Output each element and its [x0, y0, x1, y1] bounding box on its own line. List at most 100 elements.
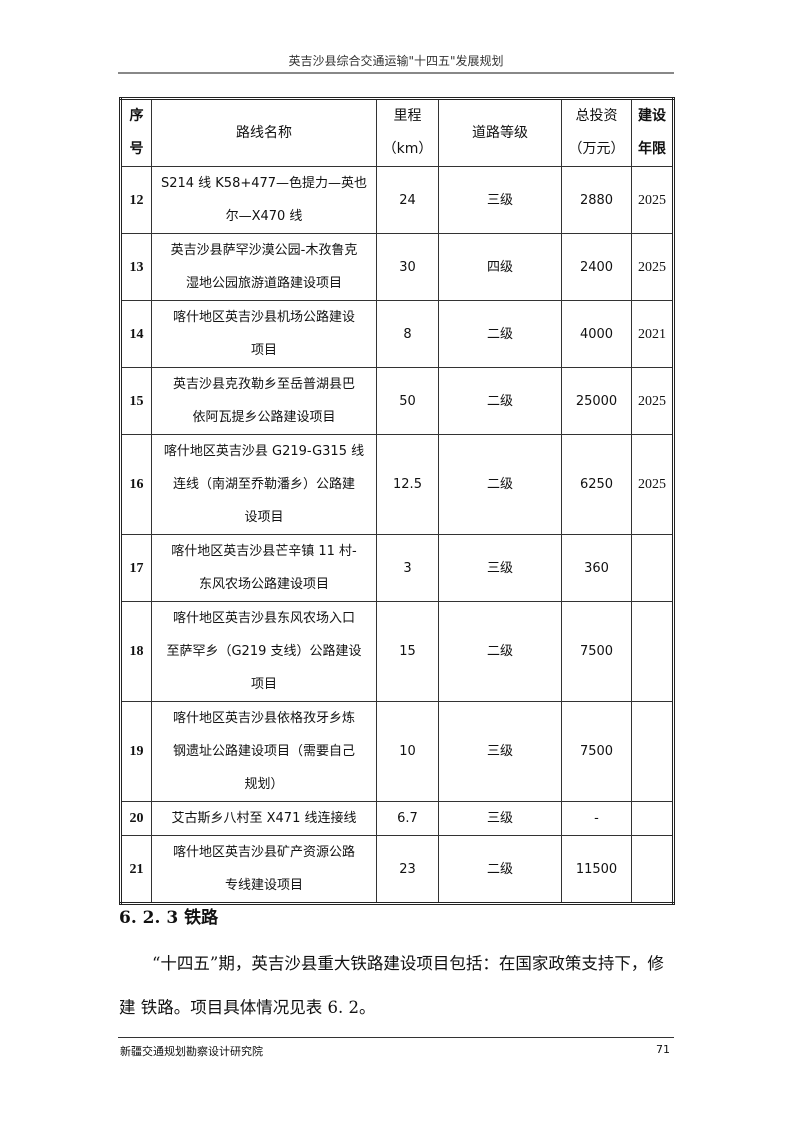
length-km: 24 [376, 166, 439, 234]
row-number: 18 [120, 601, 152, 702]
construction-year [631, 701, 674, 802]
route-name-line: 喀什地区英吉沙县东风农场入口 [172, 611, 355, 626]
road-grade: 二级 [438, 835, 562, 904]
header-divider [118, 72, 674, 74]
road-grade: 二级 [438, 367, 562, 435]
row-number: 20 [120, 801, 152, 836]
table-row: 18 喀什地区英吉沙县东风农场入口 至萨罕乡（G219 支线）公路建设 项目 15 二级 7… [120, 601, 674, 702]
route-name-line: 专线建设项目 [224, 878, 303, 893]
row-number: 21 [120, 835, 152, 904]
length-km: 50 [376, 367, 439, 435]
route-name-line: 英吉沙县克孜勒乡至岳普湖县巴 [172, 377, 355, 392]
route-name-line: 设项目 [244, 510, 284, 525]
footer-divider [118, 1037, 674, 1038]
header-text: 路线名称 [236, 124, 292, 141]
length-km: 30 [376, 233, 439, 301]
route-name: 喀什地区英吉沙县矿产资源公路 专线建设项目 [151, 835, 377, 904]
length-km: 12.5 [376, 434, 439, 535]
route-name-line: 依阿瓦提乡公路建设项目 [192, 410, 336, 425]
total-investment: 2400 [561, 233, 632, 301]
length-km: 6.7 [376, 801, 439, 836]
header-text: 建设 [638, 108, 666, 124]
road-grade: 二级 [438, 434, 562, 535]
length-km: 8 [376, 300, 439, 368]
route-name-line: 喀什地区英吉沙县依格孜牙乡炼 [172, 711, 355, 726]
construction-year [631, 835, 674, 904]
table-row: 19 喀什地区英吉沙县依格孜牙乡炼 钢遗址公路建设项目（需要自己 规划） 10 三级 750… [120, 701, 674, 802]
construction-year [631, 534, 674, 602]
total-investment: 11500 [561, 835, 632, 904]
section-paragraph: “十四五”期，英吉沙县重大铁路建设项目包括：在国家政策支持下，修建 铁路。项目具… [119, 954, 664, 1017]
row-number: 12 [120, 166, 152, 234]
table-row: 12 S214 线 K58+477—色提力—英也 尔—X470 线 24 三级 2880 2… [120, 166, 674, 234]
route-name: 喀什地区英吉沙县东风农场入口 至萨罕乡（G219 支线）公路建设 项目 [151, 601, 377, 702]
route-name-line: 艾古斯乡八村至 X471 线连接线 [171, 811, 357, 826]
route-name-line: 钢遗址公路建设项目（需要自己 [172, 744, 355, 759]
route-name-line: 连线（南湖至乔勒潘乡）公路建 [172, 477, 355, 492]
construction-year: 2025 [631, 367, 674, 435]
route-name: 英吉沙县萨罕沙漠公园-木孜鲁克 湿地公园旅游道路建设项目 [151, 233, 377, 301]
route-name-line: 喀什地区英吉沙县 G219-G315 线 [163, 444, 365, 459]
header-length: 里程 （km） [376, 98, 439, 167]
route-name-line: 项目 [250, 677, 277, 692]
road-grade: 二级 [438, 300, 562, 368]
total-investment: 360 [561, 534, 632, 602]
row-number: 17 [120, 534, 152, 602]
footer-organization: 新疆交通规划勘察设计研究院 [120, 1045, 263, 1058]
construction-year: 2025 [631, 166, 674, 234]
table-row: 15 英吉沙县克孜勒乡至岳普湖县巴 依阿瓦提乡公路建设项目 50 二级 25000 2025 [120, 367, 674, 435]
road-grade: 三级 [438, 166, 562, 234]
header-text: 年限 [638, 141, 666, 157]
length-km: 23 [376, 835, 439, 904]
total-investment: 7500 [561, 701, 632, 802]
road-grade: 三级 [438, 801, 562, 836]
header-text: （万元） [568, 141, 625, 157]
route-name-line: 喀什地区英吉沙县芒辛镇 11 村- [171, 544, 357, 559]
route-name: S214 线 K58+477—色提力—英也 尔—X470 线 [151, 166, 377, 234]
row-number: 13 [120, 233, 152, 301]
route-name-line: 湿地公园旅游道路建设项目 [185, 276, 342, 291]
page-header: 英吉沙县综合交通运输"十四五"发展规划 [288, 54, 504, 68]
route-name: 英吉沙县克孜勒乡至岳普湖县巴 依阿瓦提乡公路建设项目 [151, 367, 377, 435]
road-grade: 二级 [438, 601, 562, 702]
header-seq: 序号 [120, 98, 152, 167]
route-name-line: 至萨罕乡（G219 支线）公路建设 [166, 644, 362, 659]
route-name: 喀什地区英吉沙县芒辛镇 11 村- 东风农场公路建设项目 [151, 534, 377, 602]
route-name-line: 项目 [250, 343, 277, 358]
route-name-line: 尔—X470 线 [225, 209, 303, 224]
route-name-line: S214 线 K58+477—色提力—英也 [160, 176, 368, 191]
route-name: 喀什地区英吉沙县依格孜牙乡炼 钢遗址公路建设项目（需要自己 规划） [151, 701, 377, 802]
construction-year [631, 801, 674, 836]
header-text: 号 [129, 141, 144, 157]
total-investment: 7500 [561, 601, 632, 702]
page-number: 71 [656, 1043, 670, 1056]
row-number: 19 [120, 701, 152, 802]
table-header-row: 序号 路线名称 里程 （km） 道路等级 总投资 （万元） 建设 年限 [120, 98, 674, 167]
section-heading: 6. 2. 3 铁路 [119, 908, 219, 928]
total-investment: 4000 [561, 300, 632, 368]
road-grade: 三级 [438, 534, 562, 602]
table-row: 20 艾古斯乡八村至 X471 线连接线 6.7 三级 - [120, 801, 674, 836]
construction-year: 2025 [631, 233, 674, 301]
header-text: 序 [129, 108, 144, 124]
road-grade: 四级 [438, 233, 562, 301]
header-investment: 总投资 （万元） [561, 98, 632, 167]
table-row: 14 喀什地区英吉沙县机场公路建设 项目 8 二级 4000 2021 [120, 300, 674, 368]
header-text: （km） [382, 141, 433, 157]
route-name: 喀什地区英吉沙县 G219-G315 线连线（南湖至乔勒潘乡）公路建 设项目 [151, 434, 377, 535]
total-investment: - [561, 801, 632, 836]
route-name-line: 喀什地区英吉沙县矿产资源公路 [172, 845, 355, 860]
table-row: 13 英吉沙县萨罕沙漠公园-木孜鲁克 湿地公园旅游道路建设项目 30 四级 2400 202… [120, 233, 674, 301]
row-number: 14 [120, 300, 152, 368]
route-name-line: 东风农场公路建设项目 [198, 577, 329, 592]
table-row: 17 喀什地区英吉沙县芒辛镇 11 村- 东风农场公路建设项目 3 三级 360 [120, 534, 674, 602]
road-projects-table: 序号路线名称 里程 （km） 道路等级 总投资 （万元） 建设 年限 12 S214 线 K58… [119, 97, 675, 905]
row-number: 16 [120, 434, 152, 535]
table-row: 16 喀什地区英吉沙县 G219-G315 线连线（南湖至乔勒潘乡）公路建 设项目 1… [120, 434, 674, 535]
header-text: 总投资 [575, 108, 618, 124]
header-route-name: 路线名称 [151, 98, 377, 167]
route-name: 喀什地区英吉沙县机场公路建设 项目 [151, 300, 377, 368]
total-investment: 25000 [561, 367, 632, 435]
total-investment: 2880 [561, 166, 632, 234]
construction-year: 2021 [631, 300, 674, 368]
